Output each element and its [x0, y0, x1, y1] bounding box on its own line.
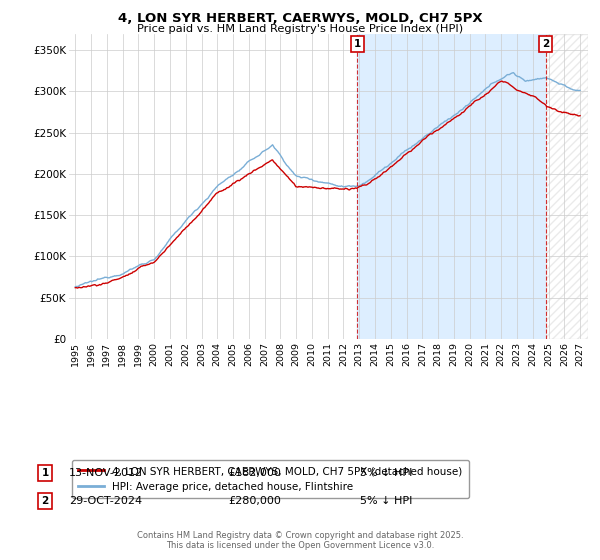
Text: £182,000: £182,000	[228, 468, 281, 478]
Bar	[357, 34, 546, 339]
Text: 4, LON SYR HERBERT, CAERWYS, MOLD, CH7 5PX: 4, LON SYR HERBERT, CAERWYS, MOLD, CH7 5…	[118, 12, 482, 25]
Text: Contains HM Land Registry data © Crown copyright and database right 2025.
This d: Contains HM Land Registry data © Crown c…	[137, 530, 463, 550]
Text: 2: 2	[41, 496, 49, 506]
Bar	[546, 34, 588, 339]
Text: 13-NOV-2012: 13-NOV-2012	[69, 468, 143, 478]
Text: £280,000: £280,000	[228, 496, 281, 506]
Text: 2: 2	[542, 39, 550, 49]
Text: 5% ↓ HPI: 5% ↓ HPI	[360, 468, 412, 478]
Legend: 4, LON SYR HERBERT, CAERWYS, MOLD, CH7 5PX (detached house), HPI: Average price,: 4, LON SYR HERBERT, CAERWYS, MOLD, CH7 5…	[71, 460, 469, 498]
Text: 1: 1	[353, 39, 361, 49]
Bar	[546, 34, 588, 339]
Text: Price paid vs. HM Land Registry's House Price Index (HPI): Price paid vs. HM Land Registry's House …	[137, 24, 463, 34]
Text: 29-OCT-2024: 29-OCT-2024	[69, 496, 142, 506]
Text: 1: 1	[41, 468, 49, 478]
Text: 5% ↓ HPI: 5% ↓ HPI	[360, 496, 412, 506]
